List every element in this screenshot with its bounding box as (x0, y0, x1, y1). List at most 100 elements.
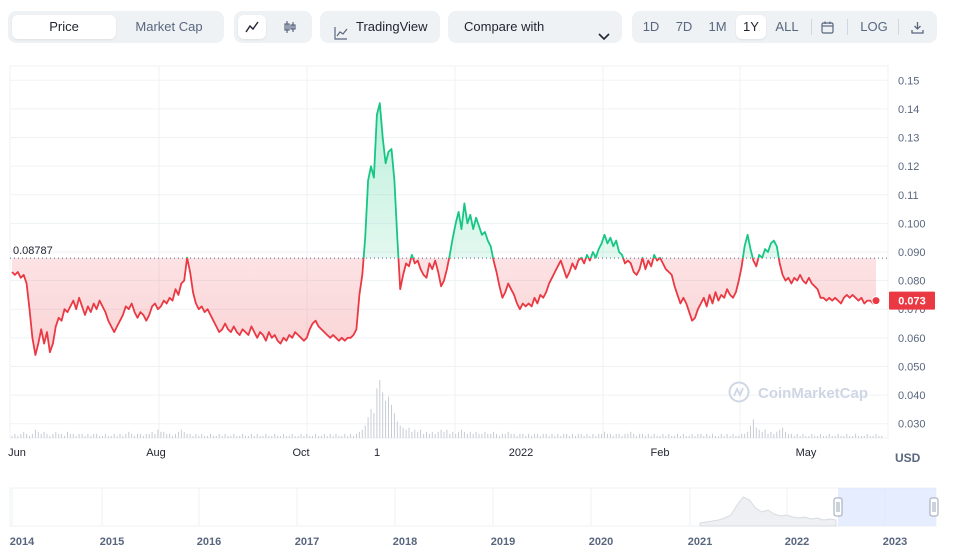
calendar-icon[interactable] (813, 15, 841, 39)
volume-bar (601, 433, 603, 438)
volume-bar (682, 433, 684, 438)
baseline-label: 0.08787 (13, 245, 53, 257)
volume-bar (592, 433, 594, 438)
range-1y[interactable]: 1Y (736, 15, 766, 39)
volume-bar (218, 433, 220, 438)
navigator-year-label: 2019 (491, 536, 515, 548)
navigator-handle[interactable] (929, 497, 939, 517)
range-1m[interactable]: 1M (708, 19, 727, 34)
volume-bar (285, 435, 287, 438)
navigator-selection[interactable] (838, 488, 936, 526)
volume-bar (677, 433, 678, 438)
log-scale-toggle[interactable]: LOG (860, 19, 888, 34)
volume-bar (507, 431, 509, 438)
volume-bar (145, 433, 147, 438)
volume-bar (247, 435, 249, 438)
volume-bar (595, 435, 597, 438)
current-price-label: 0.073 (898, 296, 926, 308)
volume-bar (709, 435, 711, 438)
volume-bar (770, 431, 772, 438)
volume-bar (653, 433, 655, 438)
tradingview-icon (334, 20, 348, 52)
market-cap-tab[interactable]: Market Cap (135, 19, 203, 34)
volume-bar (166, 433, 168, 438)
volume-bar (554, 435, 556, 438)
volume-bar (837, 433, 839, 438)
volume-bar (14, 433, 16, 438)
volume-bar (271, 435, 273, 438)
range-1d[interactable]: 1D (642, 19, 660, 34)
volume-bar (633, 433, 635, 438)
volume-bar (729, 435, 731, 438)
volume-bar (87, 433, 89, 438)
volume-bar (75, 435, 77, 438)
volume-bar (423, 433, 425, 438)
volume-bar (796, 433, 798, 438)
volume-bar (224, 433, 226, 438)
line-chart-icon[interactable] (238, 15, 266, 39)
volume-bar (93, 433, 95, 438)
volume-bar (177, 431, 179, 438)
volume-bar (516, 435, 518, 438)
volume-bar (265, 433, 267, 438)
volume-bar (624, 433, 626, 438)
volume-bar (364, 425, 366, 438)
current-price-badge (889, 291, 935, 310)
time-navigator[interactable]: 2014 2015 2016 2017 2018 2019 2020 2021 2022 2023 (9, 487, 939, 548)
x-tick-label: Feb (651, 447, 670, 459)
volume-bar (288, 435, 290, 438)
volume-bar (160, 431, 162, 438)
volume-bar (125, 433, 127, 438)
price-tab[interactable]: Price (12, 15, 116, 39)
volume-bar (823, 435, 824, 438)
range-all[interactable]: ALL (775, 19, 799, 34)
navigator-year-label: 2015 (100, 536, 124, 548)
compare-with-dropdown[interactable]: Compare with (448, 11, 622, 43)
volume-bar (481, 433, 483, 438)
range-7d[interactable]: 7D (675, 19, 693, 34)
volume-bar (738, 435, 740, 438)
volume-bar (577, 433, 579, 438)
volume-bar (805, 435, 807, 438)
volume-bar (370, 409, 372, 438)
tradingview-label: TradingView (356, 19, 428, 34)
volume-bar (212, 435, 214, 438)
navigator-year-label: 2017 (295, 536, 319, 548)
volume-bar (542, 433, 544, 438)
volume-bar (102, 435, 103, 438)
volume-bar (773, 433, 775, 438)
volume-bar (236, 435, 238, 438)
y-tick-label: 0.13 (898, 133, 919, 145)
volume-bar (747, 431, 749, 438)
candlestick-icon[interactable] (276, 15, 304, 39)
volume-bar (469, 431, 471, 438)
volume-bar (148, 433, 150, 438)
volume-bar (691, 433, 693, 438)
volume-bar (37, 431, 39, 438)
volume-bar (566, 433, 568, 438)
volume-bar (58, 433, 60, 438)
volume-bar (239, 435, 241, 438)
volume-bar (446, 429, 448, 438)
volume-bar (139, 433, 141, 438)
volume-bar (344, 433, 346, 438)
volume-bar (192, 435, 194, 438)
volume-bar (434, 433, 436, 438)
tradingview-button[interactable]: TradingView (320, 11, 440, 43)
chart-toolbar: Price Market Cap TradingView Compare wit… (8, 11, 938, 43)
volume-bar (717, 435, 719, 438)
volume-bar (428, 433, 430, 438)
volume-bar (817, 435, 819, 438)
x-axis: Jun Aug Oct 1 2022 Feb May (8, 447, 817, 459)
volume-bar (72, 433, 74, 438)
divider (898, 19, 899, 35)
chart-type-toggle (234, 11, 312, 43)
volume-bar (318, 435, 319, 438)
volume-bar (291, 433, 293, 438)
navigator-handle[interactable] (833, 497, 843, 517)
coinmarketcap-logo-icon (728, 381, 750, 403)
volume-bar (341, 435, 343, 438)
download-icon[interactable] (903, 15, 931, 39)
volume-bar (128, 431, 130, 438)
